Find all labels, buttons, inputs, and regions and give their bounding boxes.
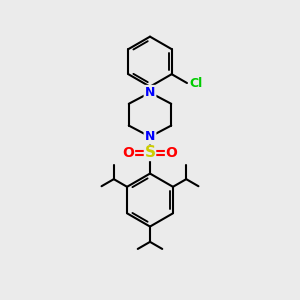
Text: O: O (166, 146, 177, 160)
Text: Cl: Cl (189, 76, 203, 89)
Text: N: N (145, 86, 155, 99)
Text: S: S (145, 146, 155, 160)
Text: O: O (123, 146, 134, 160)
Text: N: N (145, 130, 155, 143)
